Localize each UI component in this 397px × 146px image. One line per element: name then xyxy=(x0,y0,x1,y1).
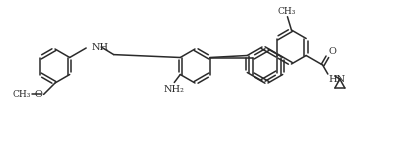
Text: NH₂: NH₂ xyxy=(164,85,185,93)
Text: CH₃: CH₃ xyxy=(277,7,296,16)
Text: O: O xyxy=(328,47,336,56)
Text: NH: NH xyxy=(91,42,108,52)
Text: O: O xyxy=(35,90,42,99)
Text: CH₃: CH₃ xyxy=(12,90,31,99)
Text: HN: HN xyxy=(329,75,346,84)
